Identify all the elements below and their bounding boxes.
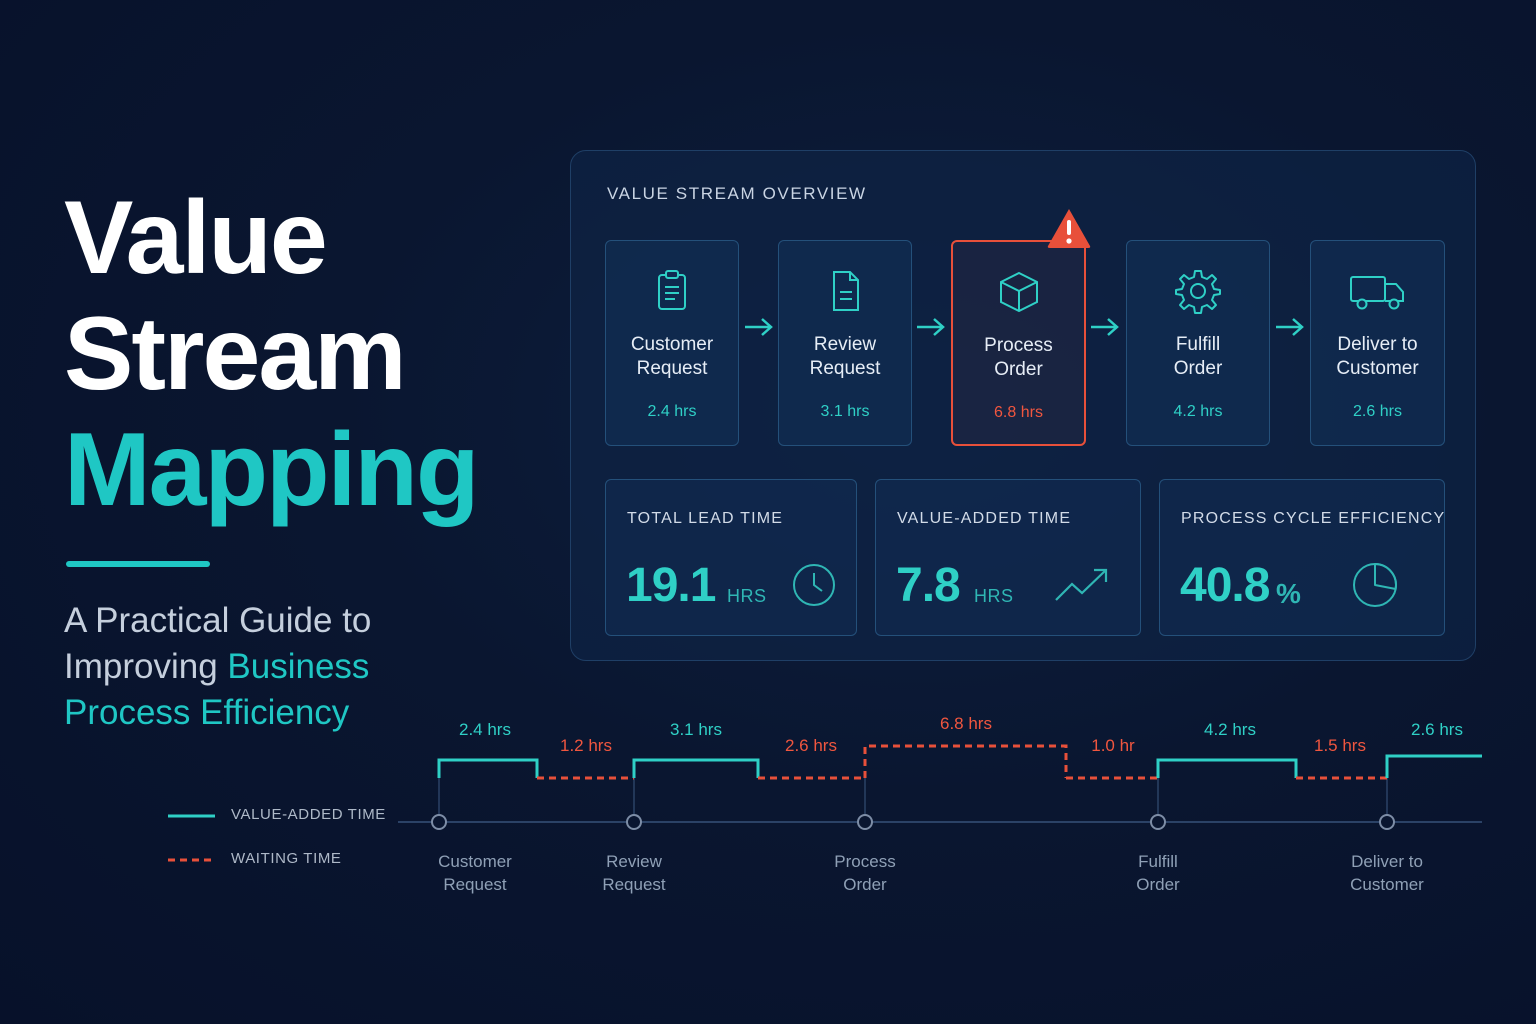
legend-item-waiting: WAITING TIME [168, 844, 408, 874]
metric-value: 7.8 [896, 559, 961, 612]
subtitle: A Practical Guide to Improving Business … [64, 598, 484, 736]
step-time: 2.4 hrs [647, 403, 697, 420]
lead-time-timeline: 2.4 hrs 1.2 hrs 3.1 hrs 2.6 hrs 6.8 hrs … [390, 700, 1490, 920]
arrow-right-icon [745, 318, 773, 336]
timeline-stage-label: Fulfill Order [1136, 852, 1180, 894]
value-added-segment [632, 758, 760, 778]
step-time: 3.1 hrs [820, 403, 870, 420]
metric-value-added-time: VALUE-ADDED TIME 7.8 HRS [875, 479, 1141, 636]
timeline-stage-label: Customer Request [438, 852, 512, 894]
segment-label: 1.0 hr [1091, 736, 1135, 755]
cube-icon [999, 271, 1038, 313]
metric-unit: % [1276, 578, 1302, 609]
title-line-3: Mapping [64, 412, 479, 528]
milestone-marker [431, 814, 447, 830]
segment-label: 3.1 hrs [670, 720, 722, 739]
step-process-order[interactable]: Process Order 6.8 hrs [951, 240, 1086, 446]
segment-label: 1.5 hrs [1314, 736, 1366, 755]
metric-unit: HRS [727, 586, 767, 606]
metric-label: TOTAL LEAD TIME [627, 510, 784, 527]
step-name: Customer Request [630, 334, 714, 379]
value-added-segment [1156, 758, 1298, 778]
milestone-marker [1150, 814, 1166, 830]
legend-item-value-added: VALUE-ADDED TIME [168, 800, 408, 830]
title-line-1: Value [64, 180, 328, 296]
title-line-2: Stream [64, 296, 407, 412]
segment-label: 6.8 hrs [940, 714, 992, 733]
arrow-right-icon [1091, 318, 1119, 336]
title-block: Value Stream Mapping [64, 180, 544, 528]
value-added-segment [437, 758, 539, 778]
metric-value: 40.8 [1180, 559, 1270, 612]
truck-icon [1349, 276, 1404, 310]
solid-line-swatch [168, 814, 215, 818]
document-icon [833, 271, 859, 311]
step-name: Deliver to Customer [1336, 334, 1419, 379]
step-name: Process Order [984, 335, 1053, 380]
timeline-stage-label: Process Order [834, 852, 896, 894]
step-time: 4.2 hrs [1173, 403, 1223, 420]
warning-icon [1047, 209, 1091, 248]
metric-value: 19.1 [626, 559, 716, 612]
gear-icon [1175, 270, 1221, 314]
subtitle-part-1: A Practical Guide to [64, 601, 372, 640]
step-time: 6.8 hrs [994, 404, 1043, 421]
step-review-request[interactable]: Review Request 3.1 hrs [778, 240, 912, 446]
waiting-segment [863, 744, 1068, 778]
milestone-marker [626, 814, 642, 830]
metric-total-lead-time: TOTAL LEAD TIME 19.1 HRS [605, 479, 857, 636]
metric-process-cycle-efficiency: PROCESS CYCLE EFFICIENCY 40.8 % [1159, 479, 1445, 636]
value-added-segment [1385, 754, 1482, 778]
title-underline [66, 561, 210, 567]
milestone-marker [1379, 814, 1395, 830]
legend-label: VALUE-ADDED TIME [231, 806, 386, 823]
metric-unit: HRS [974, 586, 1014, 606]
subtitle-accent-1: Business [227, 647, 370, 686]
value-stream-overview-panel: VALUE STREAM OVERVIEW Customer Request 2… [570, 150, 1476, 661]
segment-label: 2.6 hrs [785, 736, 837, 755]
timeline-graphic [398, 744, 1482, 830]
step-fulfill-order[interactable]: Fulfill Order 4.2 hrs [1126, 240, 1270, 446]
trend-up-icon [1055, 568, 1108, 601]
metric-label: VALUE-ADDED TIME [897, 510, 1072, 527]
metric-label: PROCESS CYCLE EFFICIENCY [1181, 510, 1446, 527]
step-name: Fulfill Order [1173, 334, 1223, 379]
timeline-stage-label: Deliver to Customer [1350, 852, 1424, 894]
clipboard-icon [658, 270, 686, 310]
pie-icon [1353, 563, 1397, 607]
legend-label: WAITING TIME [231, 850, 342, 867]
subtitle-accent-2: Process Efficiency [64, 693, 350, 732]
segment-label: 1.2 hrs [560, 736, 612, 755]
clock-icon [793, 564, 835, 606]
panel-title: VALUE STREAM OVERVIEW [607, 184, 867, 203]
segment-label: 4.2 hrs [1204, 720, 1256, 739]
milestone-marker [857, 814, 873, 830]
step-deliver-to-customer[interactable]: Deliver to Customer 2.6 hrs [1310, 240, 1445, 446]
dashed-line-swatch [168, 858, 215, 862]
segment-label: 2.6 hrs [1411, 720, 1463, 739]
arrow-right-icon [1276, 318, 1304, 336]
segment-label: 2.4 hrs [459, 720, 511, 739]
step-name: Review Request [809, 334, 881, 379]
timeline-stage-label: Review Request [602, 852, 666, 894]
step-customer-request[interactable]: Customer Request 2.4 hrs [605, 240, 739, 446]
arrow-right-icon [917, 318, 945, 336]
step-time: 2.6 hrs [1353, 403, 1402, 420]
subtitle-part-2: Improving [64, 647, 228, 686]
